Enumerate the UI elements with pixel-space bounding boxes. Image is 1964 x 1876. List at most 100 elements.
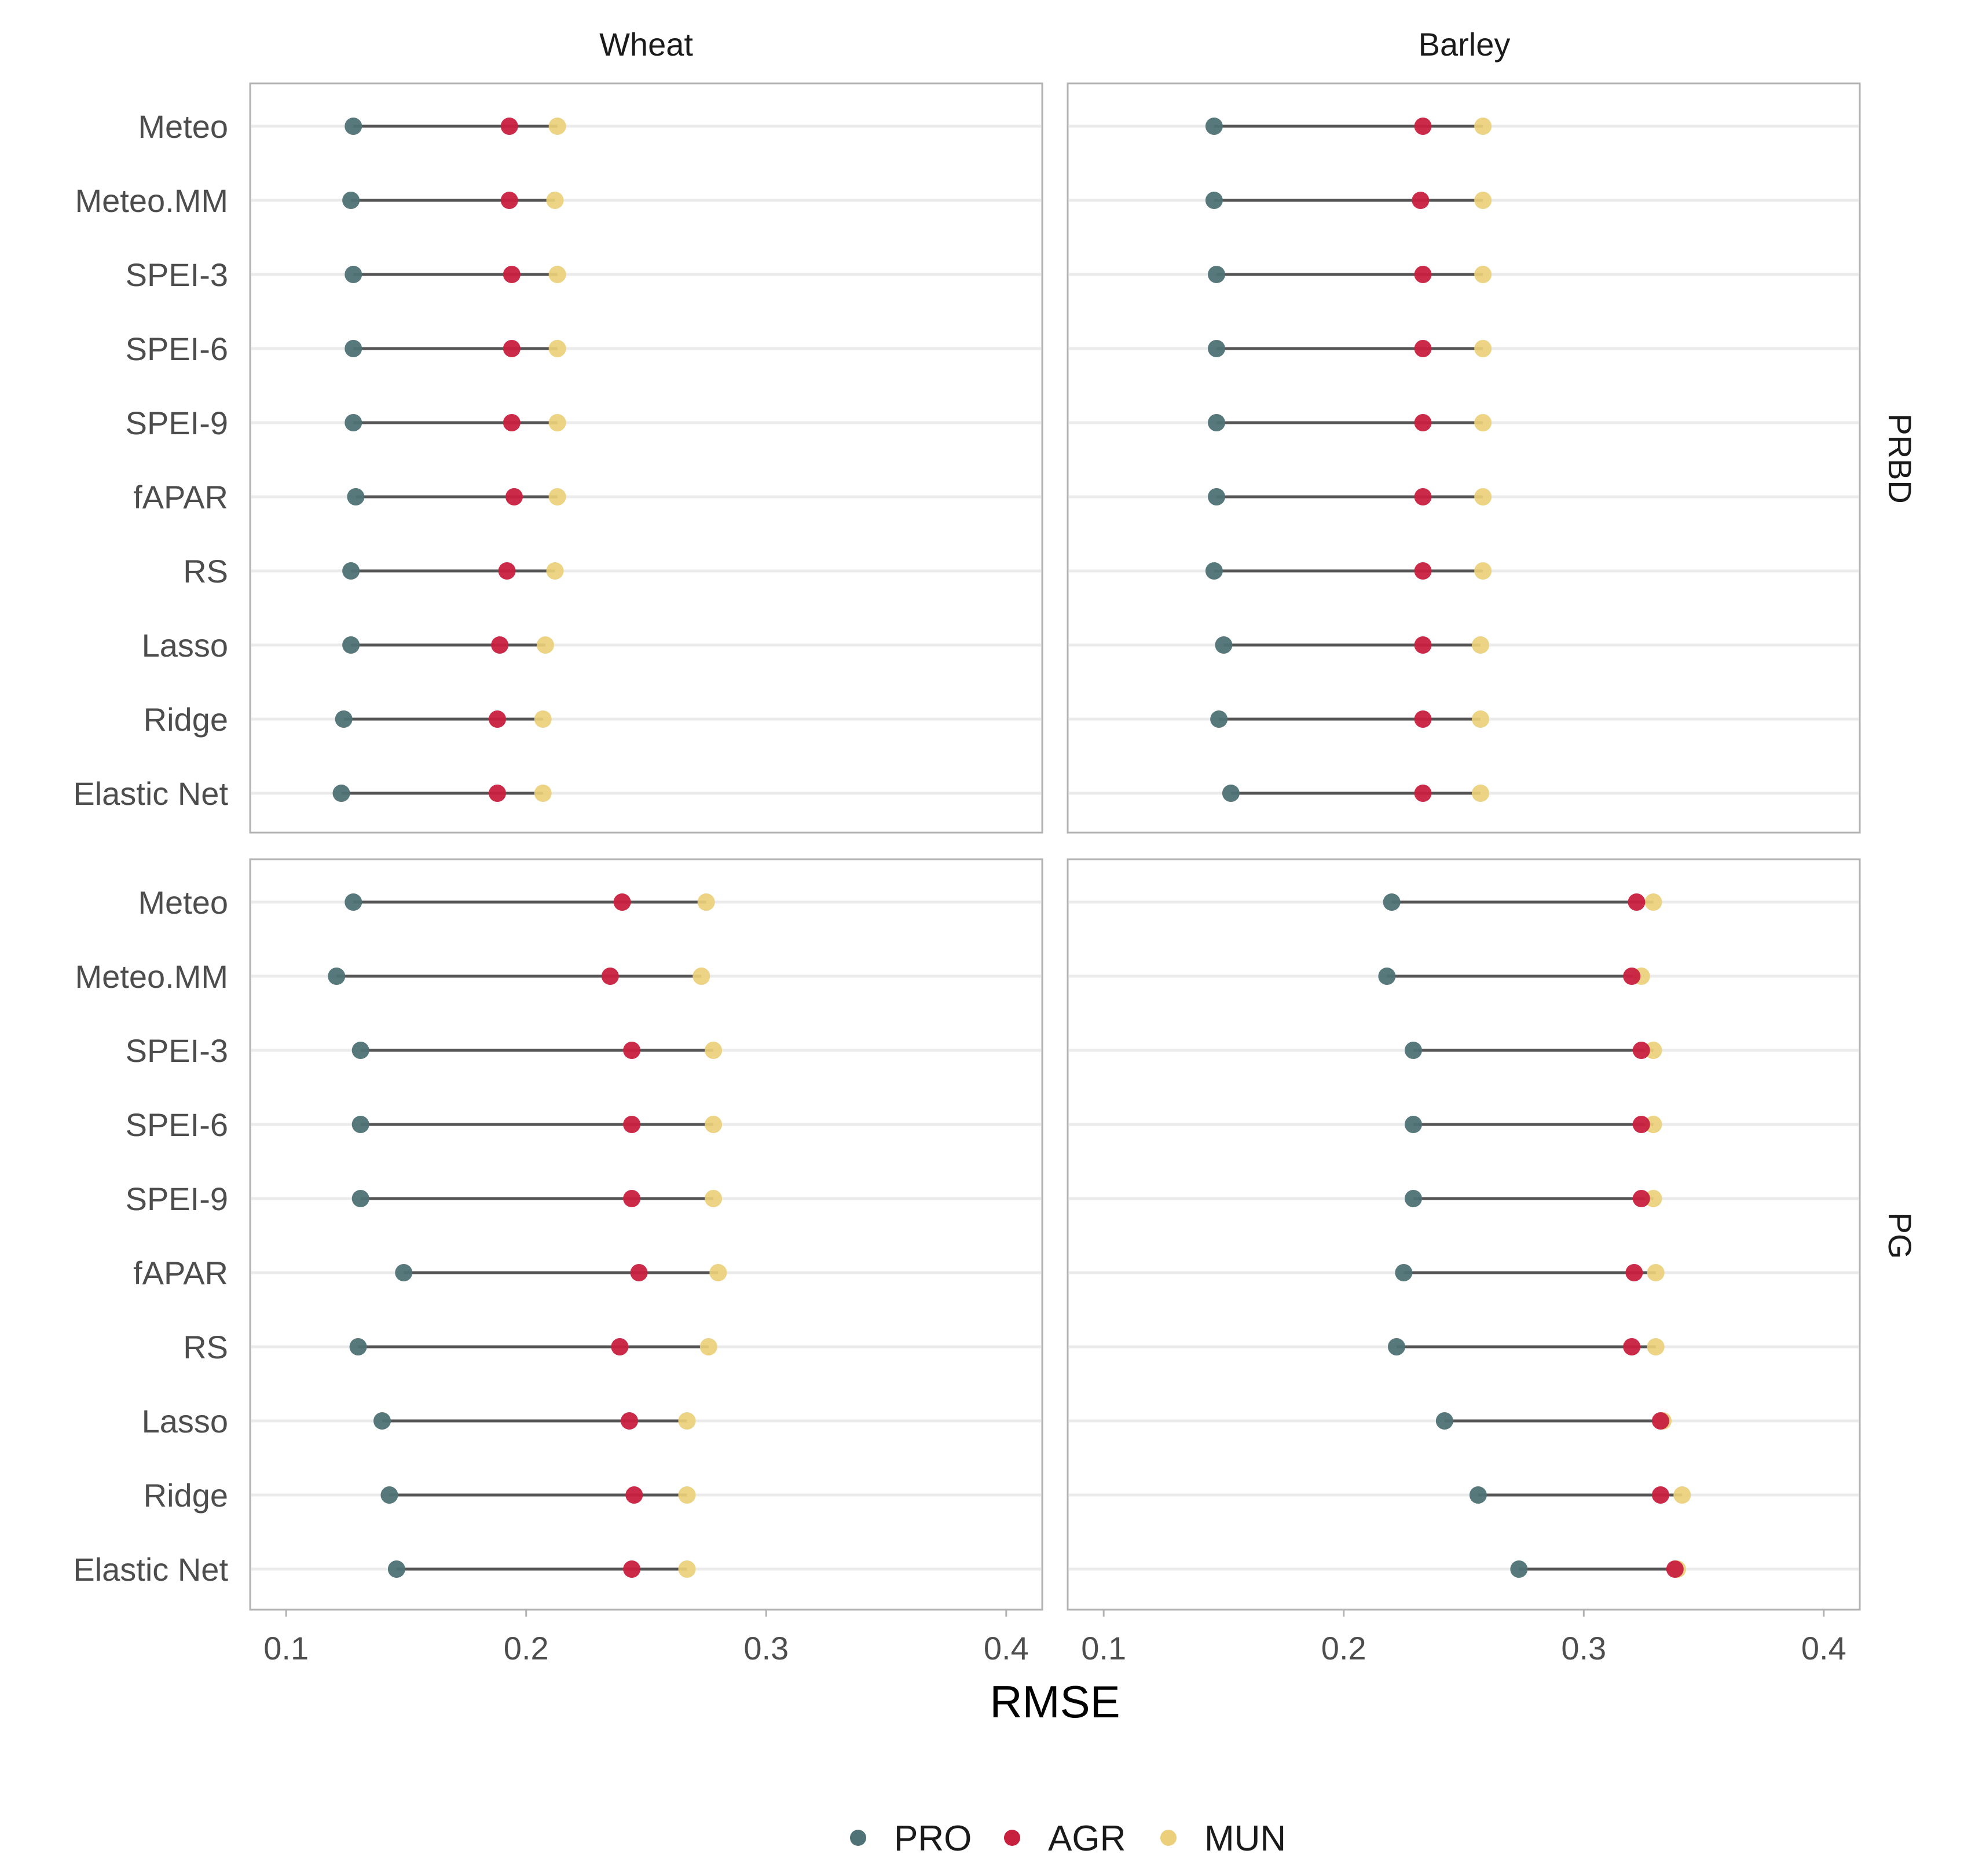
point-mun xyxy=(678,1486,696,1504)
point-pro xyxy=(395,1264,413,1281)
panel-barley-prbd xyxy=(1067,82,1861,834)
point-pro xyxy=(342,636,360,654)
point-mun xyxy=(534,785,552,802)
point-mun xyxy=(548,414,566,431)
point-mun xyxy=(1474,266,1492,283)
point-pro xyxy=(1208,488,1226,505)
point-mun xyxy=(1474,414,1492,431)
strip-label-prbd: PRBD xyxy=(1882,413,1918,504)
point-agr xyxy=(1414,636,1432,654)
panel-border xyxy=(249,82,1043,834)
point-pro xyxy=(1510,1560,1528,1578)
point-agr xyxy=(503,266,521,283)
strip-label-pg: PG xyxy=(1882,1212,1918,1259)
point-mun xyxy=(546,562,564,580)
point-pro xyxy=(1210,710,1228,728)
point-agr xyxy=(623,1560,641,1578)
panel-border xyxy=(1067,858,1861,1611)
point-agr xyxy=(620,1412,638,1430)
legend-swatch-pro xyxy=(850,1830,866,1846)
point-pro xyxy=(1378,968,1396,985)
y-axis-labels: Meteo Meteo.MM SPEI-3 SPEI-6 SPEI-9 fAPAR RS La… xyxy=(73,108,228,1588)
point-agr xyxy=(1628,893,1646,911)
point-pro xyxy=(1383,893,1401,911)
y-tick-label: RS xyxy=(183,1329,228,1365)
point-mun xyxy=(1673,1486,1691,1504)
point-agr xyxy=(1625,1264,1643,1281)
strip-label-barley: Barley xyxy=(1419,26,1511,63)
y-tick-label: Meteo xyxy=(138,884,228,921)
point-mun xyxy=(548,266,566,283)
point-mun xyxy=(536,636,554,654)
point-agr xyxy=(505,488,523,505)
panel-wheat-pg xyxy=(249,858,1043,1611)
point-pro xyxy=(1208,266,1226,283)
point-pro xyxy=(351,1042,369,1059)
point-pro xyxy=(1404,1042,1422,1059)
legend-swatch-mun xyxy=(1160,1830,1177,1846)
point-mun xyxy=(1647,1264,1665,1281)
point-pro xyxy=(1205,118,1223,135)
point-agr xyxy=(625,1486,643,1504)
point-agr xyxy=(1414,414,1432,431)
panel-background xyxy=(250,859,1042,1610)
point-pro xyxy=(342,562,360,580)
point-mun xyxy=(1644,893,1662,911)
x-tick-label: 0.4 xyxy=(984,1630,1029,1666)
x-tick-label: 0.3 xyxy=(743,1630,789,1666)
point-agr xyxy=(623,1042,641,1059)
legend-label-pro: PRO xyxy=(894,1819,972,1859)
y-tick-label: fAPAR xyxy=(133,1255,228,1291)
point-agr xyxy=(503,340,521,357)
point-agr xyxy=(500,118,518,135)
point-pro xyxy=(345,118,362,135)
point-mun xyxy=(548,488,566,505)
point-pro xyxy=(351,1116,369,1133)
x-tick-label: 0.2 xyxy=(1321,1630,1366,1666)
point-pro xyxy=(1208,414,1226,431)
x-tick-label: 0.2 xyxy=(504,1630,549,1666)
point-pro xyxy=(1404,1190,1422,1207)
point-agr xyxy=(1414,340,1432,357)
point-pro xyxy=(1395,1264,1413,1281)
y-tick-label: Elastic Net xyxy=(73,775,228,812)
point-agr xyxy=(611,1338,629,1355)
point-mun xyxy=(1472,785,1490,802)
point-mun xyxy=(678,1412,696,1430)
panel-border xyxy=(249,858,1043,1611)
point-pro xyxy=(1205,562,1223,580)
x-tick-label: 0.3 xyxy=(1561,1630,1606,1666)
legend: PRO AGR MUN xyxy=(850,1819,1286,1859)
point-pro xyxy=(345,893,362,911)
point-mun xyxy=(1474,118,1492,135)
point-pro xyxy=(373,1412,391,1430)
x-tick-label: 0.1 xyxy=(263,1630,309,1666)
x-axis-title: RMSE xyxy=(990,1676,1120,1727)
point-pro xyxy=(380,1486,398,1504)
point-agr xyxy=(498,562,516,580)
panel-barley-pg xyxy=(1067,858,1861,1611)
point-agr xyxy=(601,968,619,985)
point-pro xyxy=(345,266,362,283)
x-tick-label: 0.4 xyxy=(1801,1630,1846,1666)
point-pro xyxy=(347,488,365,505)
legend-label-agr: AGR xyxy=(1048,1819,1126,1859)
point-mun xyxy=(1644,1190,1662,1207)
point-mun xyxy=(692,968,710,985)
point-mun xyxy=(705,1190,723,1207)
y-tick-label: SPEI-6 xyxy=(126,331,228,367)
point-mun xyxy=(1472,710,1490,728)
x-tick-label: 0.1 xyxy=(1081,1630,1126,1666)
point-agr xyxy=(1651,1486,1669,1504)
y-tick-label: SPEI-3 xyxy=(126,257,228,293)
point-mun xyxy=(548,340,566,357)
point-pro xyxy=(1435,1412,1453,1430)
point-agr xyxy=(1666,1560,1684,1578)
strip-label-wheat: Wheat xyxy=(599,26,693,63)
point-pro xyxy=(1222,785,1240,802)
y-tick-label: fAPAR xyxy=(133,479,228,515)
point-mun xyxy=(1472,636,1490,654)
point-agr xyxy=(1632,1042,1650,1059)
point-agr xyxy=(1414,118,1432,135)
